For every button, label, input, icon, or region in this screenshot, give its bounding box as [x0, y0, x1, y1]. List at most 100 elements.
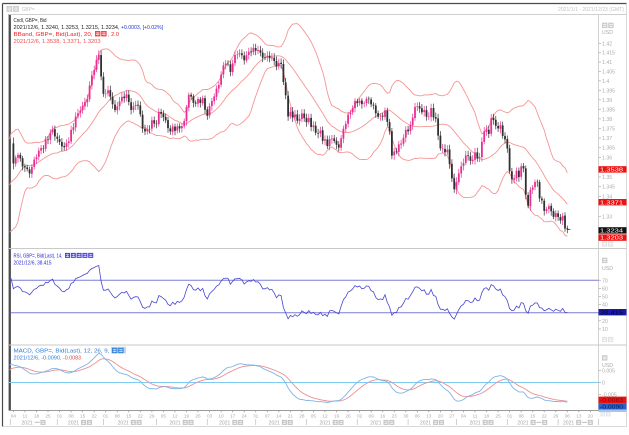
svg-text:05: 05 [161, 414, 167, 419]
svg-text:50: 50 [602, 295, 608, 301]
svg-text:12: 12 [172, 414, 178, 419]
svg-text:22: 22 [92, 414, 98, 419]
svg-text:20: 20 [438, 414, 444, 419]
svg-text:1.38: 1.38 [602, 117, 612, 123]
svg-text:0: 0 [602, 381, 605, 387]
svg-text:USD: USD [602, 363, 613, 369]
svg-text:GBP=: GBP= [22, 7, 35, 13]
svg-text:2021: 2021 [170, 420, 181, 426]
svg-text:01: 01 [57, 414, 63, 419]
svg-text:06: 06 [565, 414, 571, 419]
svg-text:2021: 2021 [563, 420, 574, 426]
svg-text:14: 14 [276, 414, 282, 419]
svg-text:04: 04 [461, 414, 467, 419]
svg-text:2021: 2021 [470, 420, 481, 426]
svg-text:26: 26 [195, 414, 201, 419]
svg-text:2021: 2021 [320, 420, 331, 426]
svg-text:25: 25 [495, 414, 501, 419]
svg-text:10: 10 [218, 414, 224, 419]
svg-text:60: 60 [602, 286, 608, 292]
svg-text:USD: USD [602, 266, 613, 272]
svg-text:38.415: 38.415 [600, 310, 623, 316]
svg-text:31: 31 [253, 414, 259, 419]
svg-text:2021: 2021 [420, 420, 431, 426]
svg-text:01: 01 [507, 414, 513, 419]
svg-text:2021/12/6, 38.415: 2021/12/6, 38.415 [14, 260, 52, 266]
svg-text:18: 18 [484, 414, 490, 419]
svg-text:2021/12/6, 1.3240, 1.3253, 1.3: 2021/12/6, 1.3240, 1.3253, 1.3215, 1.323… [14, 25, 121, 31]
svg-text:23: 23 [392, 414, 398, 419]
svg-text:-0.005: -0.005 [602, 393, 617, 399]
svg-text:1.415: 1.415 [602, 51, 615, 57]
svg-text:1.41: 1.41 [602, 60, 612, 66]
svg-text:-0.0090: -0.0090 [600, 404, 623, 410]
svg-text:+0.0003, [+0.02%]: +0.0003, [+0.02%] [121, 25, 163, 31]
svg-text:26: 26 [345, 414, 351, 419]
svg-text:15: 15 [126, 414, 132, 419]
svg-text:1.375: 1.375 [602, 126, 615, 132]
svg-text:Cndl, GBP=, Bid: Cndl, GBP=, Bid [14, 18, 47, 24]
svg-text:09: 09 [368, 414, 374, 419]
svg-text:1.42: 1.42 [602, 41, 612, 47]
svg-text:08: 08 [519, 414, 525, 419]
svg-text:1.3371: 1.3371 [600, 200, 623, 206]
svg-text:20: 20 [588, 414, 594, 419]
svg-text:2021: 2021 [22, 420, 33, 426]
svg-text:40: 40 [602, 303, 608, 309]
svg-text:USD: USD [602, 30, 613, 36]
svg-text:2021: 2021 [219, 420, 230, 426]
svg-text:1.35: 1.35 [602, 175, 612, 181]
svg-text:08: 08 [115, 414, 121, 419]
svg-text:2021: 2021 [118, 420, 129, 426]
svg-text:13: 13 [426, 414, 432, 419]
svg-text:1.395: 1.395 [602, 88, 615, 94]
svg-text:2021: 2021 [269, 420, 280, 426]
svg-text:19: 19 [334, 414, 340, 419]
svg-text:22: 22 [542, 414, 548, 419]
svg-text:1.34: 1.34 [602, 195, 612, 201]
svg-text:20: 20 [602, 319, 608, 325]
svg-text:28: 28 [299, 414, 305, 419]
svg-text:2021/1/1 - 2021/12/23 (GMT): 2021/1/1 - 2021/12/23 (GMT) [558, 7, 624, 13]
svg-text:16: 16 [380, 414, 386, 419]
svg-text:70: 70 [602, 278, 608, 284]
svg-text:1.385: 1.385 [602, 107, 615, 113]
svg-text:1.405: 1.405 [602, 69, 615, 75]
svg-text:-0.0083: -0.0083 [63, 356, 81, 362]
svg-text:2021: 2021 [517, 420, 528, 426]
svg-text:1.36: 1.36 [602, 155, 612, 161]
svg-text:1.4: 1.4 [602, 79, 609, 85]
svg-text:2021/12/6, -0.0090,: 2021/12/6, -0.0090, [14, 356, 63, 362]
svg-text:10: 10 [602, 327, 608, 333]
svg-text:27: 27 [449, 414, 455, 419]
svg-text:RSI, GBP=, Bid(Last), 14,: RSI, GBP=, Bid(Last), 14, [14, 253, 63, 259]
svg-text:08: 08 [68, 414, 74, 419]
svg-text:07: 07 [265, 414, 271, 419]
svg-text:03: 03 [207, 414, 213, 419]
svg-text:30: 30 [403, 414, 409, 419]
svg-text:1.33: 1.33 [602, 214, 612, 220]
svg-text:15: 15 [530, 414, 536, 419]
svg-text:2021/12/6, 1.3538, 1.3371, 1.3: 2021/12/6, 1.3538, 1.3371, 1.3203 [14, 39, 101, 45]
svg-text:24: 24 [242, 414, 248, 419]
svg-text:2021: 2021 [68, 420, 79, 426]
svg-text:BBand, GBP=, Bid(Last), 20,: BBand, GBP=, Bid(Last), 20, [14, 32, 94, 38]
svg-text:02: 02 [357, 414, 363, 419]
svg-text:13: 13 [576, 414, 582, 419]
svg-text:29: 29 [553, 414, 559, 419]
svg-text:1.37: 1.37 [602, 136, 612, 142]
svg-text:18: 18 [34, 414, 40, 419]
svg-text:1.3538: 1.3538 [600, 168, 623, 174]
svg-text:25: 25 [45, 414, 51, 419]
svg-text:04: 04 [11, 414, 17, 419]
svg-text:22: 22 [138, 414, 144, 419]
svg-text:1.39: 1.39 [602, 98, 612, 104]
svg-text:21: 21 [288, 414, 294, 419]
svg-text:1.3203: 1.3203 [600, 236, 623, 242]
svg-text:17: 17 [230, 414, 236, 419]
svg-text:01: 01 [103, 414, 109, 419]
svg-text:MACD, GBP=, Bid(Last), 12, 26,: MACD, GBP=, Bid(Last), 12, 26, 9, [14, 349, 111, 355]
svg-text:06: 06 [415, 414, 421, 419]
svg-text:11: 11 [473, 414, 478, 419]
svg-text:05: 05 [311, 414, 317, 419]
